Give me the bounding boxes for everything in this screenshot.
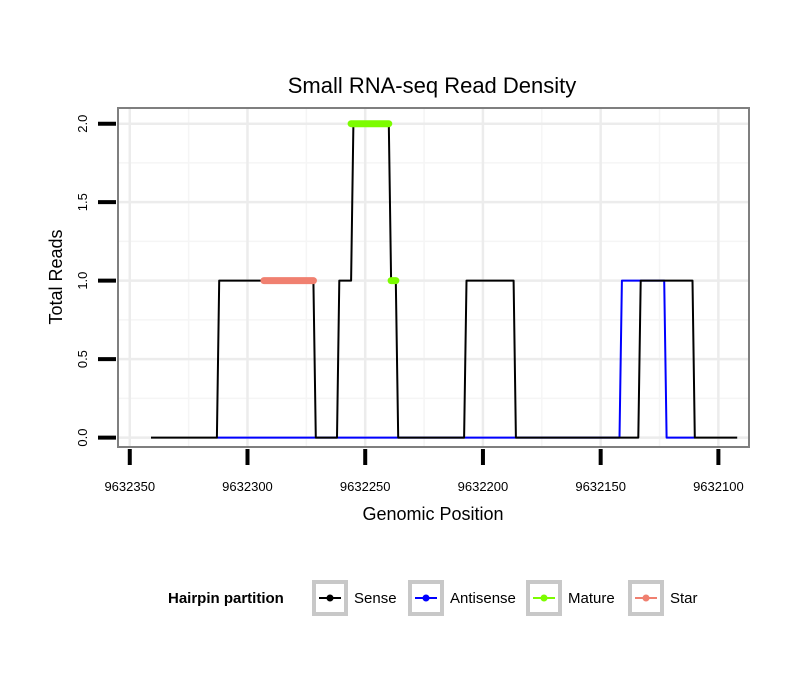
x-tick-label: 9632300 xyxy=(222,479,273,494)
x-tick-label: 9632350 xyxy=(104,479,155,494)
y-tick-label: 2.0 xyxy=(75,115,90,133)
x-tick-label: 9632200 xyxy=(458,479,509,494)
y-tick-label: 1.5 xyxy=(75,193,90,211)
x-axis-label: Genomic Position xyxy=(362,504,503,524)
x-tick-label: 9632100 xyxy=(693,479,744,494)
legend-key-point-mature xyxy=(540,594,548,602)
y-tick-label: 0.0 xyxy=(75,429,90,447)
legend-label-sense: Sense xyxy=(354,590,397,607)
chart-title: Small RNA-seq Read Density xyxy=(288,73,577,98)
axes: 9632350 9632300 9632250 9632200 9632150 96321… xyxy=(75,115,744,494)
y-axis-label: Total Reads xyxy=(46,229,66,324)
grid xyxy=(118,108,749,447)
legend-title: Hairpin partition xyxy=(168,590,284,607)
plot-series xyxy=(151,120,738,439)
plot-panel-border xyxy=(117,107,750,448)
y-tick-label: 1.0 xyxy=(75,272,90,290)
x-tick-label: 9632150 xyxy=(575,479,626,494)
series-line-sense xyxy=(151,122,738,439)
legend-key-point-star xyxy=(642,594,650,602)
legend-key-point-antisense xyxy=(422,594,430,602)
legend-key-point-sense xyxy=(326,594,334,602)
legend-label-antisense: Antisense xyxy=(450,590,516,607)
legend-label-star: Star xyxy=(670,590,698,607)
x-tick-label: 9632250 xyxy=(340,479,391,494)
legend: Hairpin partition Sense Antisense Mature St… xyxy=(168,580,698,616)
legend-label-mature: Mature xyxy=(568,590,615,607)
y-tick-label: 0.5 xyxy=(75,350,90,368)
